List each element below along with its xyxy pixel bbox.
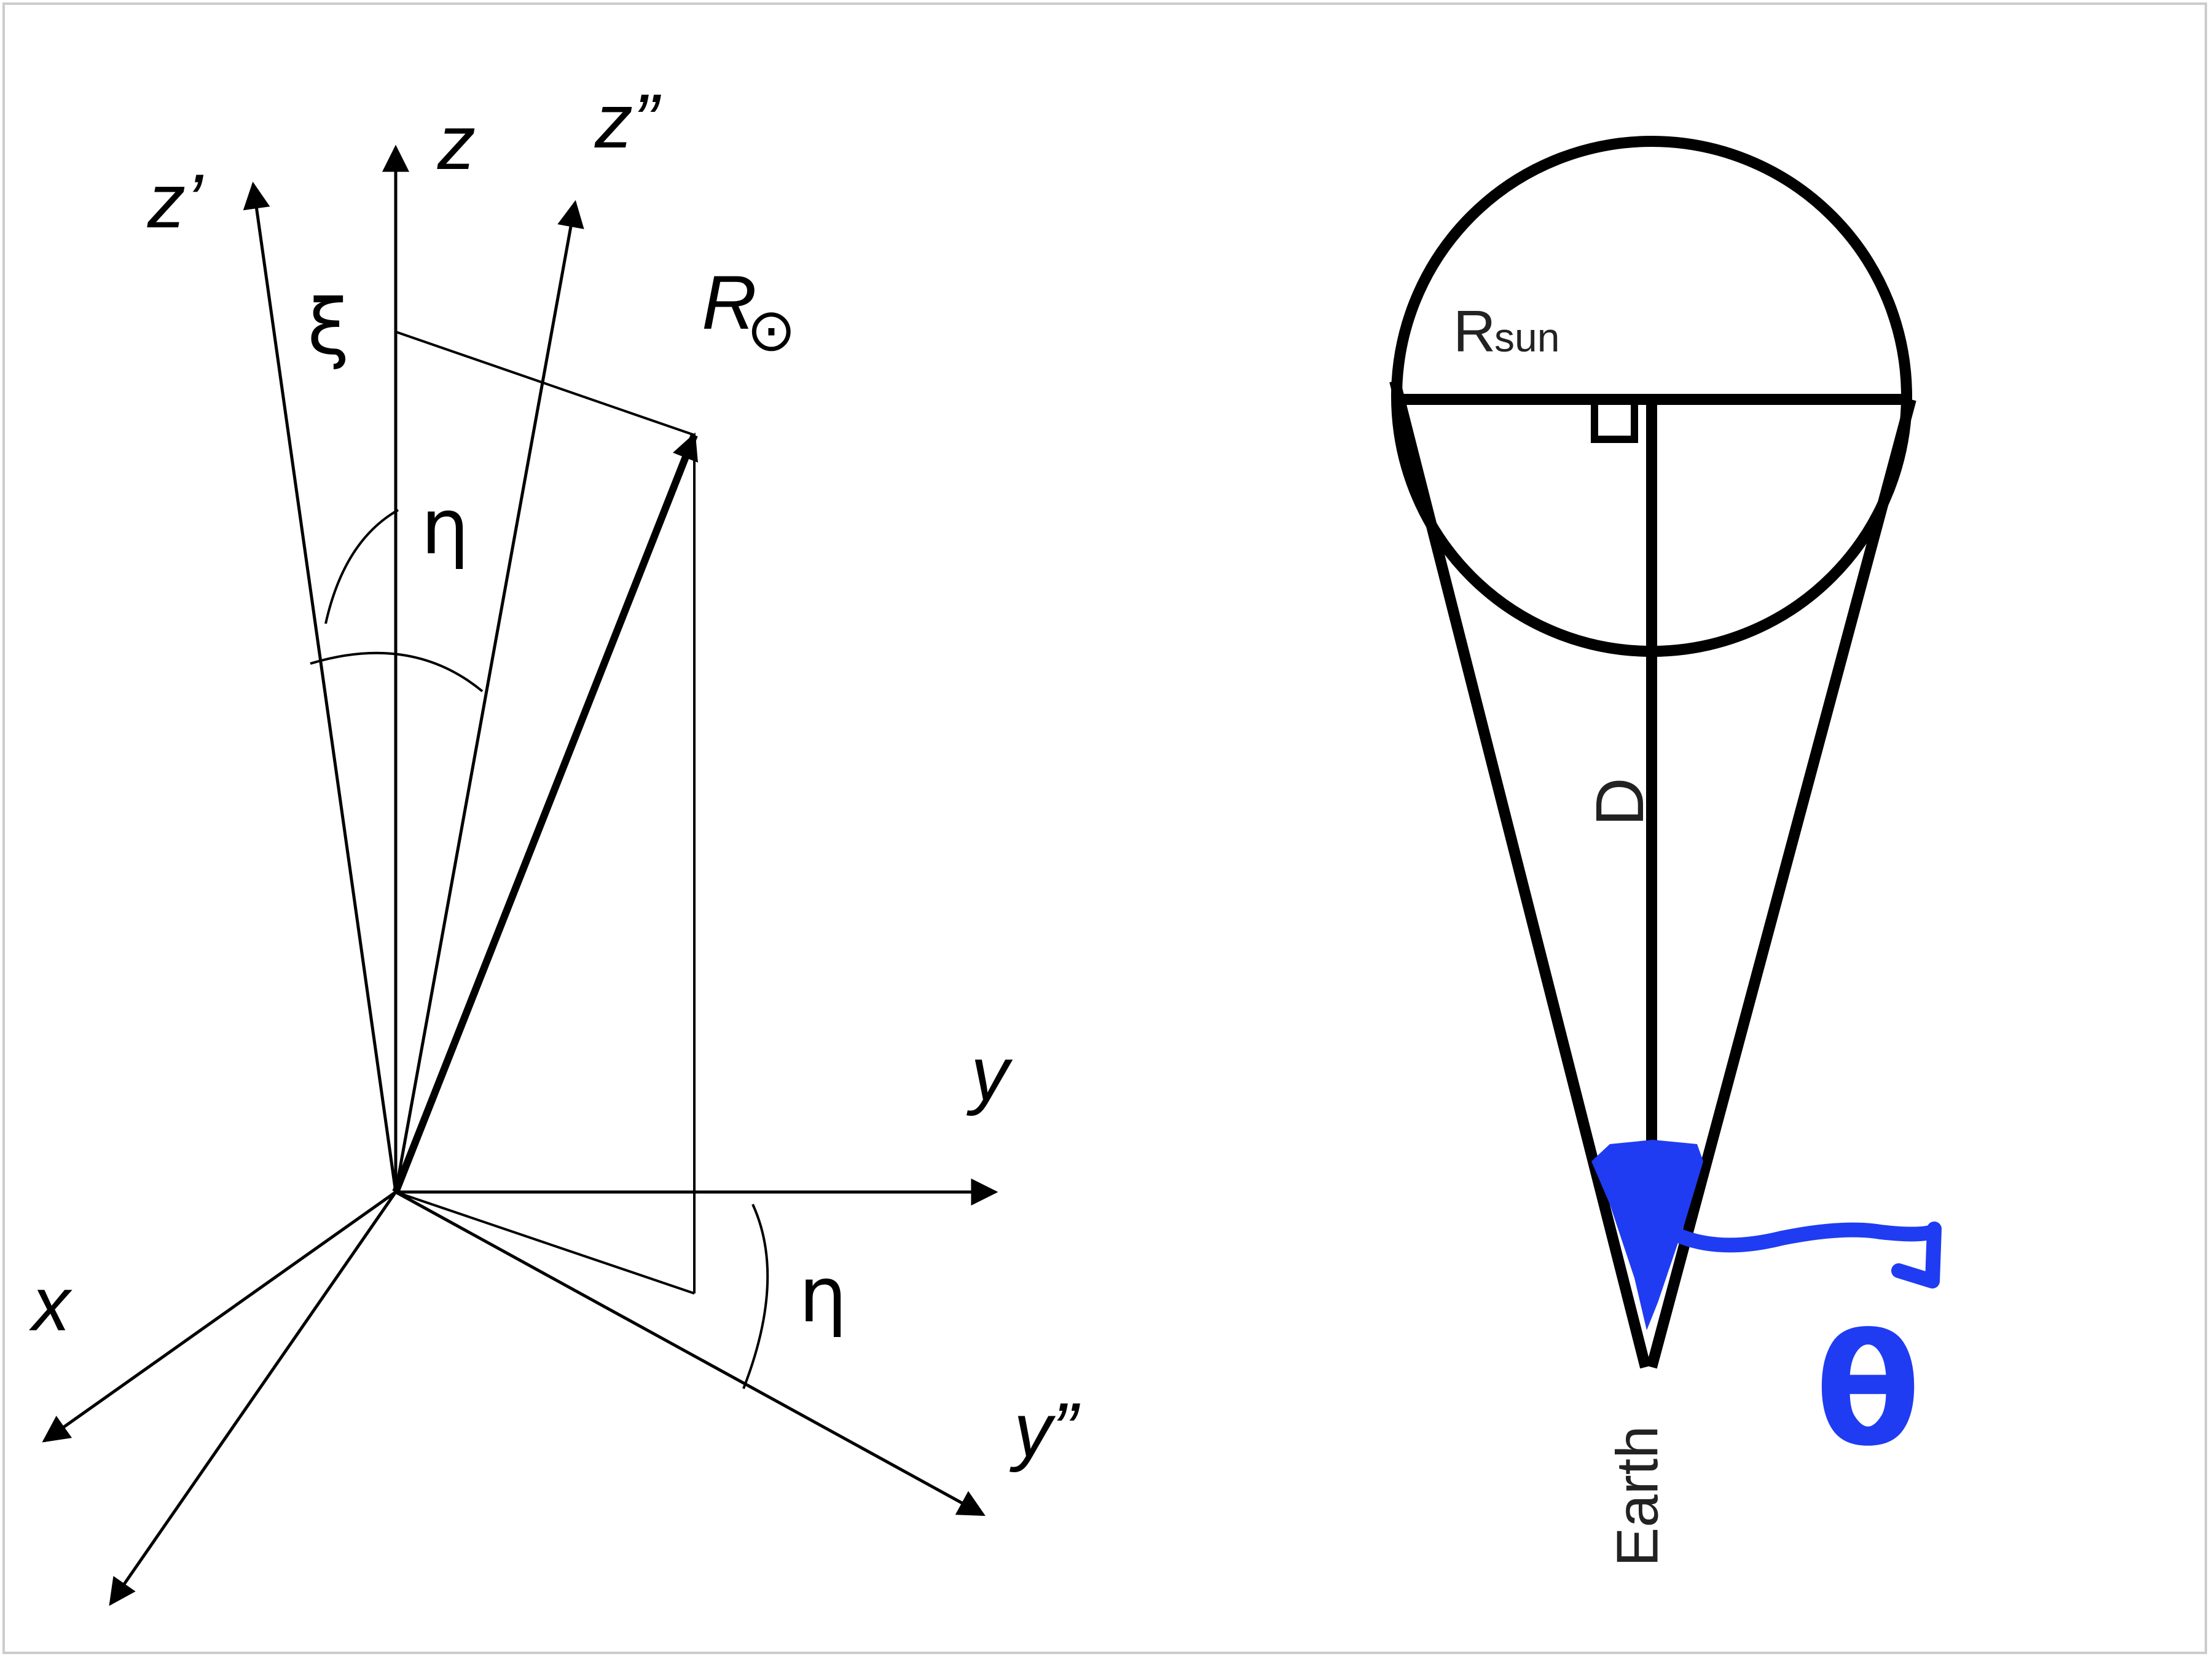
theta-highlight [1591,1140,1703,1330]
theta-pointer-curve [1670,1222,1940,1253]
y-double-prime-axis [394,1190,986,1516]
r-sun-text-label: R sun [1453,299,1559,364]
r-sun-vector [392,432,698,1194]
sun-symbol: ⊙ [747,296,796,364]
eta-label-top: η [421,483,469,571]
projection-lines [395,331,696,1295]
rsun-main: R [1453,299,1496,364]
theta-label: θ [1815,1301,1921,1480]
x-axis [42,1190,397,1443]
xi-arc [310,651,484,692]
x-label: x [29,1262,73,1347]
eta-arc-top [324,509,399,624]
rsun-sub: sun [1494,315,1559,360]
theta-pointer [1670,1222,1942,1288]
z-prime-label: z’ [147,159,204,244]
axis-lines [42,144,998,1606]
cone-left-line [1389,379,1651,1369]
y-double-prime-label: y” [1009,1388,1080,1473]
z-double-prime-label: z” [594,79,661,164]
projection-foot-to-origin [395,1191,695,1295]
right-sun-diagram: R sun D Earth θ [1389,136,1942,1567]
angle-arcs [310,509,769,1389]
right-angle-mark [1591,399,1638,443]
r-sun-label: R ⊙ [702,261,796,364]
r-sun-letter: R [702,261,757,345]
z-label: z [437,101,476,186]
left-rotation-diagram: z’ z z” y y” x ξ η η R ⊙ [29,79,1080,1606]
cone-right-line [1646,398,1916,1369]
z-double-prime-axis [394,200,584,1193]
theta-pointer-head [1891,1222,1942,1288]
cone-lines [1389,379,1916,1369]
y-label: y [966,1032,1013,1116]
earth-label: Earth [1604,1426,1670,1566]
eta-label-bottom: η [799,1251,847,1339]
fourth-axis [109,1191,398,1606]
xi-label: ξ [307,283,350,372]
z-prime-axis [243,181,398,1193]
distance-label: D [1582,777,1658,826]
projection-z-to-tip [395,331,695,436]
eta-arc-bottom [742,1204,769,1389]
